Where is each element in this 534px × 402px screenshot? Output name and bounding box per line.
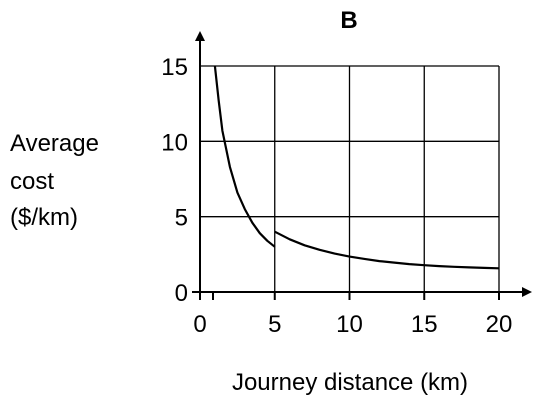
y-axis-label-line-3: ($/km) [10, 204, 78, 231]
y-tick-label: 5 [175, 205, 188, 232]
x-tick-label: 20 [486, 311, 513, 338]
axes [192, 31, 532, 300]
x-axis-label: Journey distance (km) [232, 369, 468, 396]
y-tick-label: 15 [161, 54, 188, 81]
y-tick-label: 0 [175, 280, 188, 307]
y-axis-label-line-2: cost [10, 168, 55, 195]
grid [200, 65, 500, 292]
x-tick-label: 15 [411, 311, 438, 338]
y-axis-label-line-1: Average [10, 130, 99, 157]
x-tick-label: 10 [336, 311, 363, 338]
series-lines [213, 65, 500, 270]
x-tick-label: 5 [268, 311, 281, 338]
series-line-1 [213, 65, 276, 248]
chart-title: B [340, 7, 357, 34]
tick-labels: 0 5 10 15 20 0 5 10 15 [161, 54, 512, 338]
x-tick-label: 0 [193, 311, 206, 338]
y-tick-label: 10 [161, 129, 188, 156]
series-line-2 [274, 230, 500, 270]
